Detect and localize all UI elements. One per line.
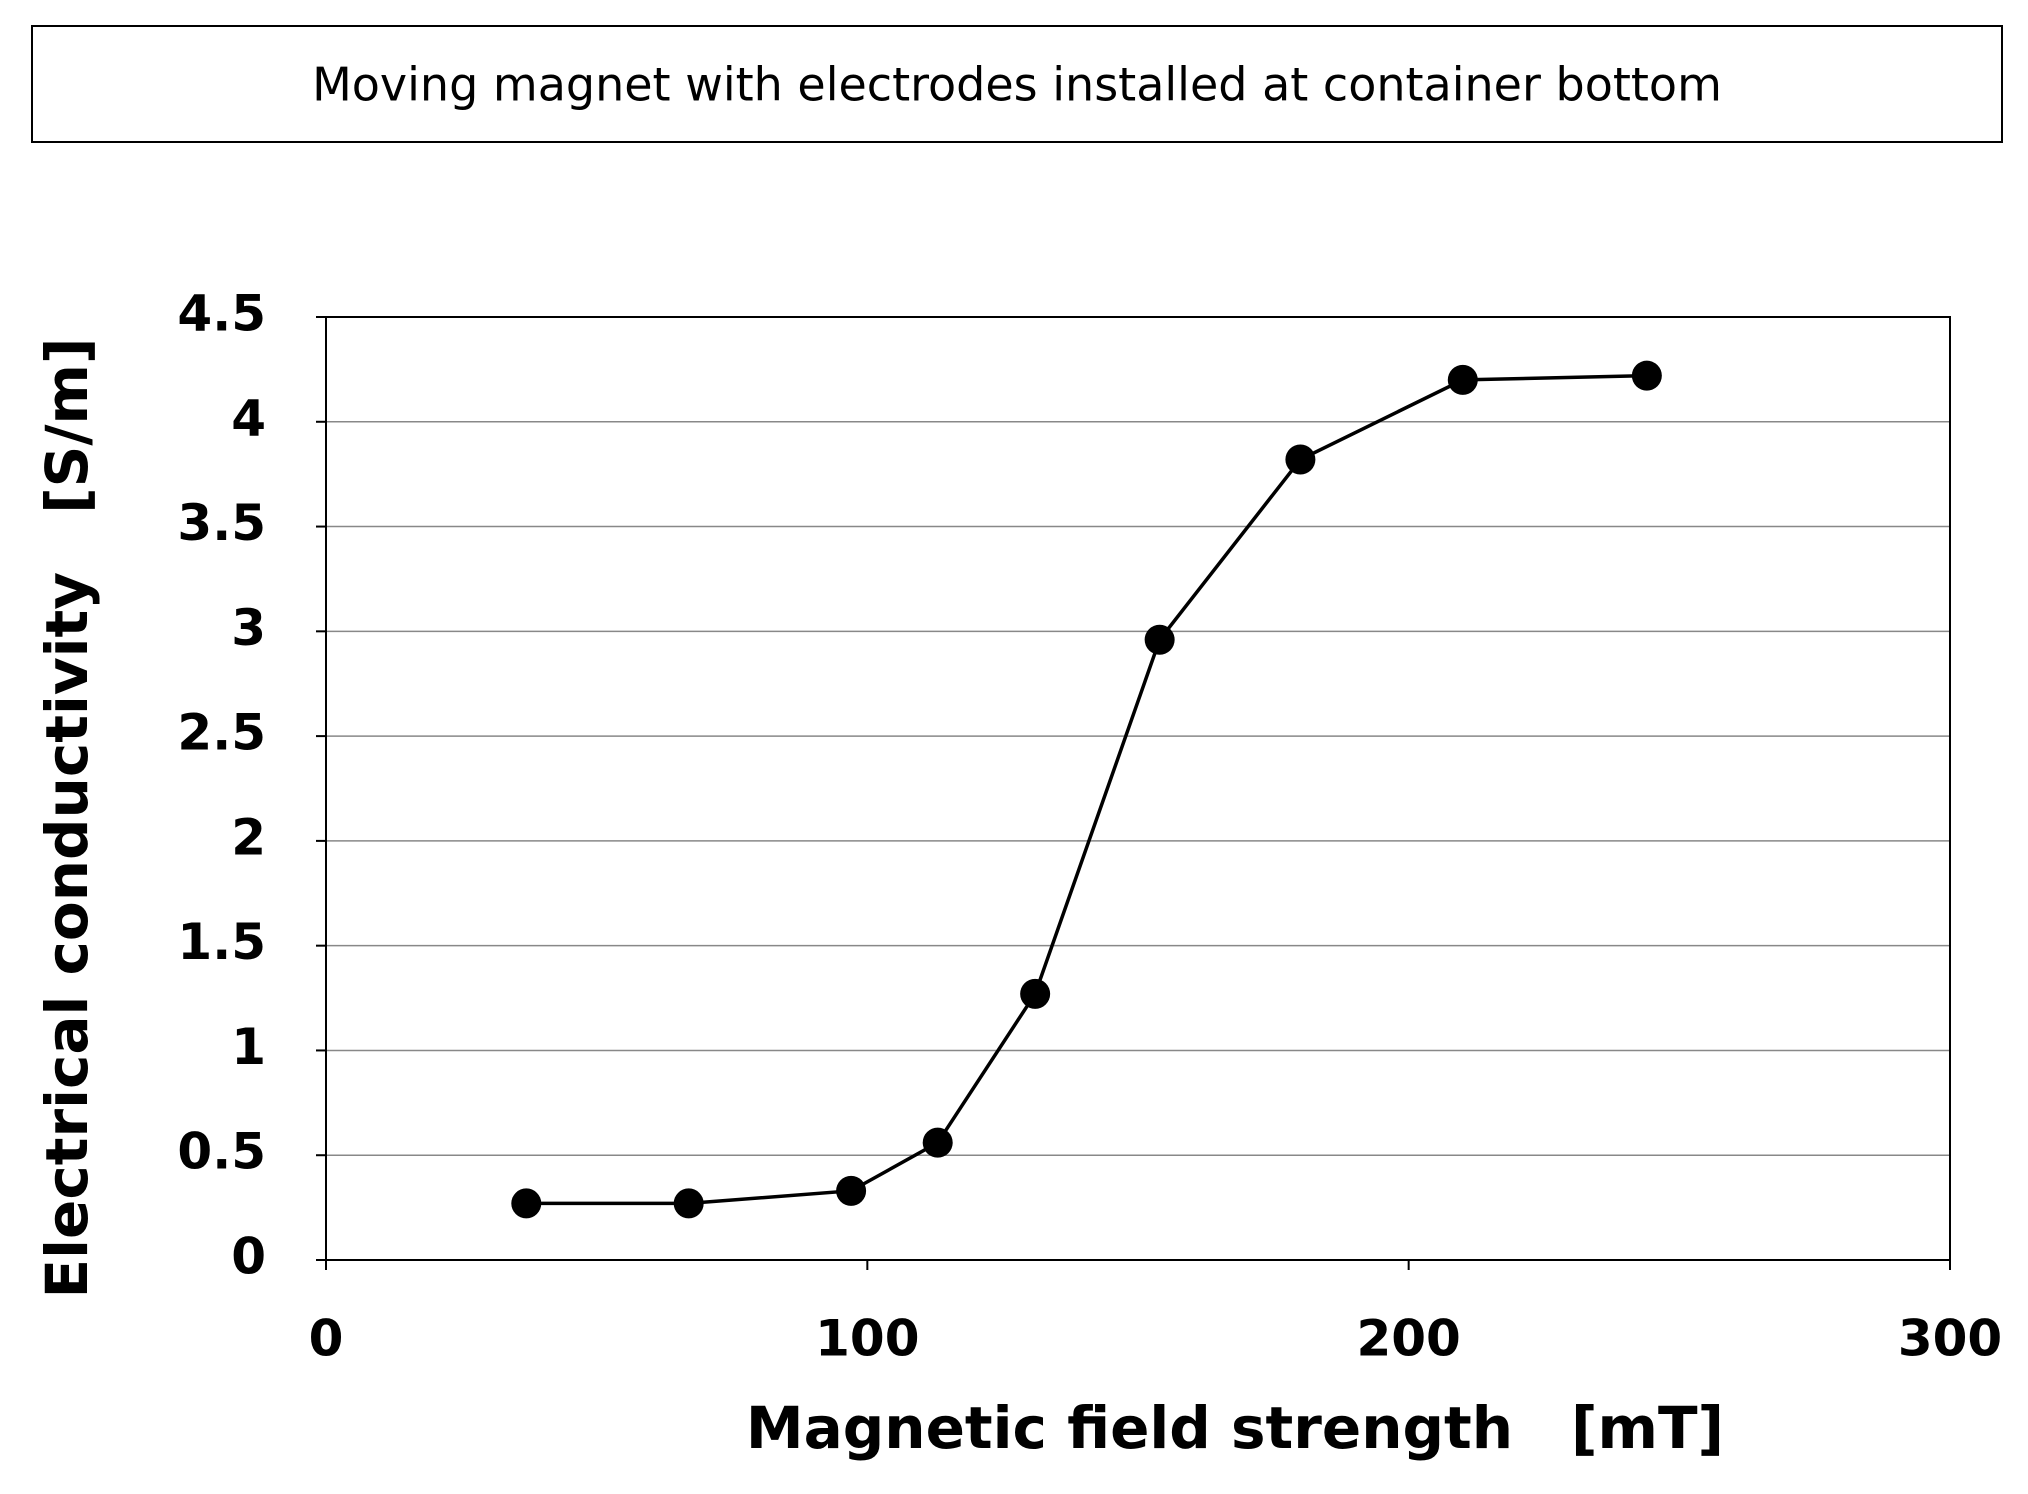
data-point	[1631, 360, 1662, 391]
y-tick-label: 4.5	[177, 285, 266, 343]
x-axis-label: Magnetic field strength [mT]	[746, 1394, 1724, 1462]
y-tick-label: 2	[231, 808, 266, 866]
y-tick-label: 0	[231, 1228, 266, 1286]
plot-frame	[325, 316, 1951, 1261]
data-point	[1447, 364, 1478, 395]
x-tick-label: 0	[309, 1310, 344, 1368]
y-axis-label: Electrical conductivity [S/m]	[33, 338, 101, 1299]
x-tick-label: 300	[1898, 1310, 2002, 1368]
data-point	[1285, 444, 1316, 475]
y-tick-label: 4	[231, 389, 266, 447]
data-point	[673, 1188, 704, 1219]
data-point	[1144, 624, 1175, 655]
data-point	[922, 1127, 953, 1158]
y-tick-label: 2.5	[177, 704, 266, 762]
y-tick-label: 3	[231, 599, 266, 657]
y-tick-label: 1.5	[177, 913, 266, 971]
x-tick-label: 100	[815, 1310, 919, 1368]
y-tick-label: 1	[231, 1018, 266, 1076]
chart-title: Moving magnet with electrodes installed …	[312, 58, 1722, 112]
data-line	[526, 373, 1647, 1206]
y-tick-label: 0.5	[177, 1123, 266, 1181]
x-tick-label: 200	[1356, 1310, 1460, 1368]
y-tick-label: 3.5	[177, 494, 266, 552]
data-point	[1020, 978, 1051, 1009]
data-point	[511, 1188, 542, 1219]
data-point	[836, 1175, 867, 1206]
title-box	[31, 25, 2003, 143]
